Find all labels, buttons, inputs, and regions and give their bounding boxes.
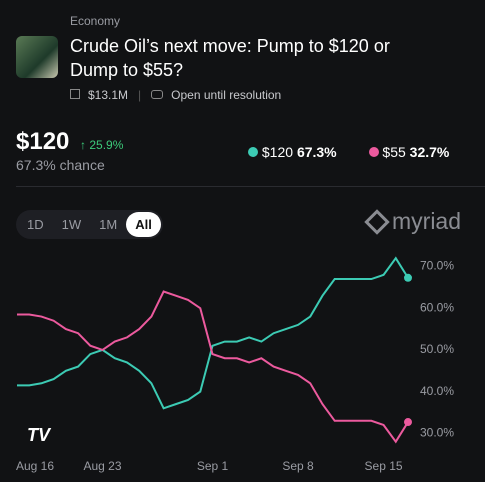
series-line (17, 256, 409, 410)
change-value: 25.9% (89, 138, 124, 152)
y-tick-label: 40.0% (420, 384, 454, 398)
x-tick-label: Aug 23 (84, 459, 122, 473)
x-tick-label: Sep 1 (197, 459, 229, 473)
y-tick-label: 70.0% (420, 259, 454, 273)
legend-label: $55 (382, 144, 406, 160)
x-tick-label: Sep 15 (365, 459, 403, 473)
change: ↑ 25.9% (80, 138, 124, 152)
meta: $13.1M | Open until resolution (70, 88, 281, 102)
end-dot (404, 418, 412, 427)
legend-value: 67.3% (296, 144, 337, 160)
tradingview-logo: TV (27, 425, 51, 445)
tab[interactable]: 1D (27, 217, 44, 232)
tab[interactable]: 1W (61, 217, 82, 232)
legend-label: $120 (261, 144, 294, 160)
brand: myriad (364, 208, 462, 235)
range-tabs: 1D 1W 1M All (16, 210, 163, 239)
end-dot (404, 273, 412, 282)
y-tick-label: 60.0% (420, 300, 454, 314)
legend-value: 32.7% (409, 144, 450, 160)
market-thumbnail (16, 36, 58, 78)
volume: $13.1M (88, 88, 129, 102)
tab[interactable]: All (126, 212, 161, 237)
legend-swatch (368, 147, 379, 157)
status: Open until resolution (171, 88, 282, 102)
y-tick-label: 30.0% (420, 425, 454, 439)
category: Economy (70, 14, 121, 28)
price: $120 (16, 128, 70, 155)
tab[interactable]: 1M (99, 217, 118, 232)
market-title: Crude Oil’s next move: Pump to $120 or D… (70, 36, 390, 80)
y-tick-label: 50.0% (420, 342, 454, 356)
legend: $120 67.3% $55 32.7% (248, 144, 449, 160)
x-tick-label: Aug 16 (16, 459, 54, 473)
chance: 67.3% chance (16, 157, 105, 173)
brand-name: myriad (392, 208, 462, 234)
legend-swatch (248, 147, 258, 157)
series-line (17, 290, 409, 444)
x-tick-label: Sep 8 (282, 459, 314, 473)
